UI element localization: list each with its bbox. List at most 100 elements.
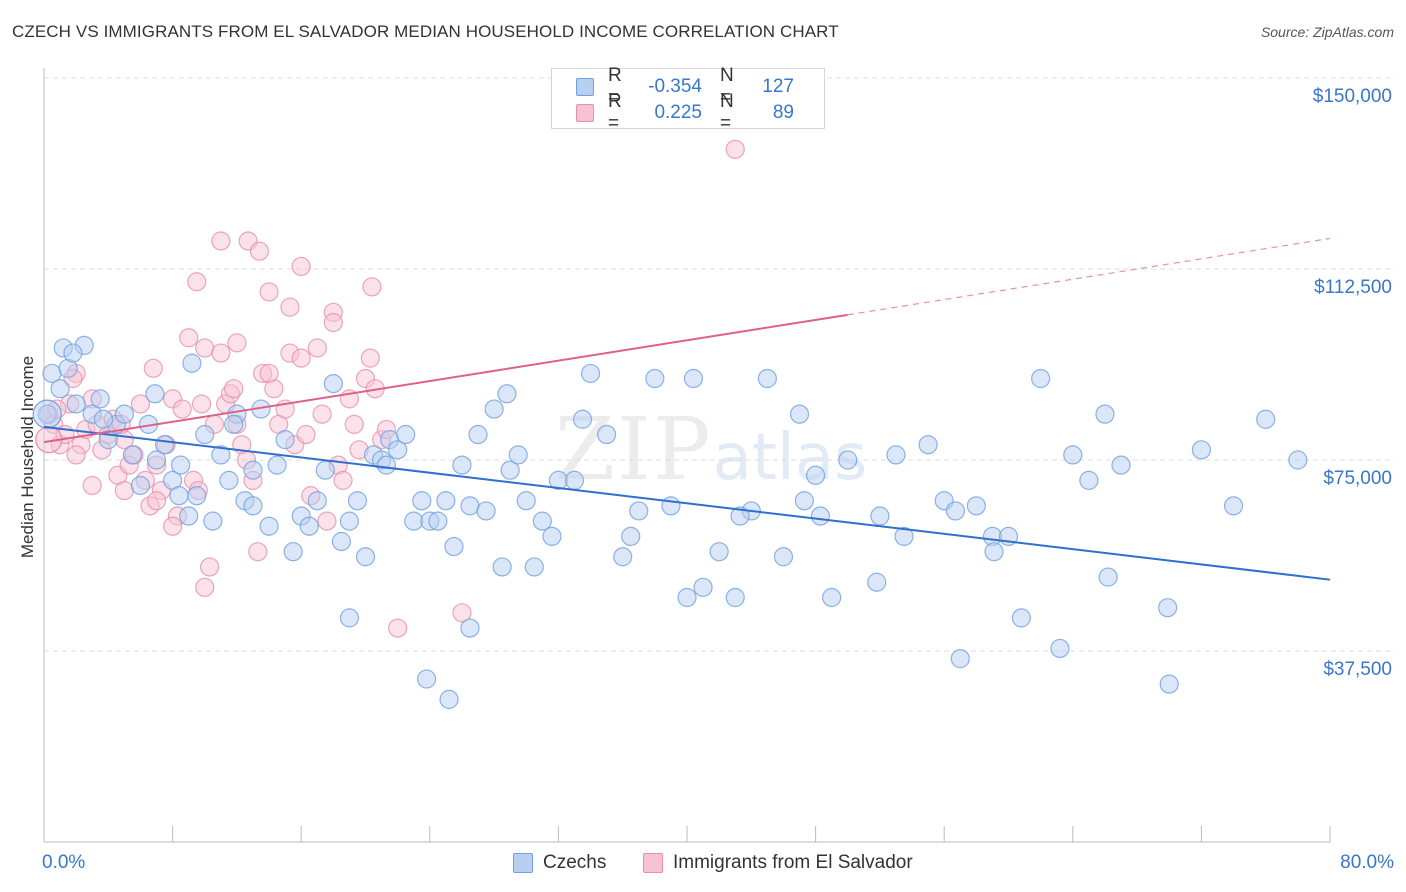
data-point-czechs <box>838 450 858 470</box>
data-point-el-salvador <box>307 338 327 358</box>
trend-line-el-salvador-extension <box>847 237 1331 316</box>
data-point-czechs <box>339 608 360 628</box>
data-point-czechs <box>436 491 456 511</box>
legend-item-el-salvador: Immigrants from El Salvador <box>643 852 913 874</box>
data-point-el-salvador <box>211 231 231 251</box>
series-czechs-points <box>32 335 1308 709</box>
data-point-czechs <box>1256 409 1276 429</box>
data-point-el-salvador <box>195 577 215 597</box>
legend-label-czechs: Czechs <box>543 852 607 873</box>
data-point-el-salvador <box>163 516 183 536</box>
data-point-el-salvador <box>312 404 332 424</box>
legend-item-czechs: Czechs <box>513 852 606 874</box>
data-point-czechs <box>629 501 649 521</box>
data-point-czechs <box>918 435 938 455</box>
data-point-czechs <box>259 516 279 536</box>
data-point-czechs <box>275 430 295 450</box>
data-point-czechs <box>508 445 528 465</box>
data-point-czechs <box>492 557 512 577</box>
data-point-czechs <box>396 424 416 445</box>
data-point-czechs <box>677 587 697 608</box>
y-tick-label: $150,000 <box>1312 86 1392 107</box>
data-point-czechs <box>757 368 777 389</box>
correlation-legend: R = -0.354 N = 127 R = 0.225 N = 89 <box>551 65 825 134</box>
data-point-czechs <box>145 384 165 404</box>
data-point-czechs <box>299 516 319 536</box>
data-point-czechs <box>1098 567 1118 587</box>
data-point-czechs <box>219 470 239 490</box>
legend-row-czechs: R = -0.354 N = 127 <box>576 65 794 108</box>
data-point-czechs <box>1191 440 1212 460</box>
data-point-czechs <box>1079 470 1099 490</box>
data-point-czechs <box>460 496 480 516</box>
data-point-czechs <box>524 557 544 577</box>
data-point-el-salvador <box>172 399 192 419</box>
data-point-czechs <box>416 669 437 689</box>
data-point-czechs <box>1011 608 1031 628</box>
data-point-czechs <box>725 587 745 608</box>
legend-r-value: 0.225 <box>654 102 702 123</box>
data-point-czechs <box>267 455 287 475</box>
data-point-czechs <box>730 506 750 526</box>
data-point-czechs <box>114 404 134 424</box>
data-point-czechs <box>444 536 464 557</box>
data-point-el-salvador <box>296 424 316 445</box>
data-point-el-salvador <box>388 618 408 638</box>
legend-n-value: 127 <box>762 76 794 97</box>
data-point-czechs <box>50 379 70 399</box>
data-point-czechs <box>1158 598 1178 618</box>
data-point-czechs <box>187 486 207 506</box>
y-tick-label: $75,000 <box>1323 468 1392 489</box>
data-point-czechs <box>1031 368 1051 389</box>
data-point-czechs <box>179 506 199 526</box>
data-point-czechs <box>211 445 231 465</box>
data-point-czechs <box>621 526 641 547</box>
data-point-el-salvador <box>211 343 231 363</box>
data-point-el-salvador <box>179 328 199 348</box>
data-point-czechs <box>331 531 351 552</box>
legend-label-el-salvador: Immigrants from El Salvador <box>673 852 913 873</box>
data-point-czechs <box>412 491 432 511</box>
data-point-el-salvador <box>362 277 382 297</box>
data-point-czechs <box>404 511 424 531</box>
data-point-czechs <box>683 368 704 389</box>
data-point-czechs <box>1159 674 1179 694</box>
data-point-czechs <box>867 572 887 592</box>
data-point-el-salvador <box>344 414 364 434</box>
data-point-czechs <box>32 399 62 429</box>
data-point-el-salvador <box>291 256 311 277</box>
data-point-czechs <box>468 424 488 445</box>
data-point-czechs <box>130 475 151 496</box>
series-legend: Czechs Immigrants from El Salvador <box>0 852 1406 876</box>
data-point-czechs <box>950 649 970 669</box>
legend-r-label: R = <box>608 65 622 108</box>
data-point-czechs <box>1063 445 1083 465</box>
data-point-czechs <box>1095 404 1115 424</box>
axes <box>43 68 1331 843</box>
data-point-czechs <box>339 511 360 531</box>
data-point-czechs <box>484 399 504 419</box>
legend-n-label: N = <box>720 65 734 108</box>
data-point-czechs <box>572 409 593 429</box>
data-point-czechs <box>203 511 223 531</box>
data-point-el-salvador <box>333 470 353 490</box>
data-point-czechs <box>122 445 143 465</box>
data-point-czechs <box>243 496 263 516</box>
data-point-czechs <box>886 445 906 465</box>
data-point-czechs <box>283 542 303 562</box>
data-point-czechs <box>93 409 114 429</box>
data-point-czechs <box>347 491 368 511</box>
trend-line-czechs <box>43 425 1331 581</box>
data-point-el-salvador <box>291 348 311 368</box>
data-point-czechs <box>224 414 244 434</box>
data-point-czechs <box>645 368 665 389</box>
data-point-czechs <box>169 486 189 506</box>
trend-lines <box>43 237 1331 581</box>
data-point-el-salvador <box>323 312 343 333</box>
trend-line-el-salvador <box>43 313 848 444</box>
data-point-el-salvador <box>146 491 167 511</box>
data-point-czechs <box>984 542 1004 562</box>
data-point-el-salvador <box>143 358 163 378</box>
x-tick-label-max: 80.0% <box>1340 852 1394 873</box>
series-immigrants-el-salvador-points <box>35 139 745 638</box>
